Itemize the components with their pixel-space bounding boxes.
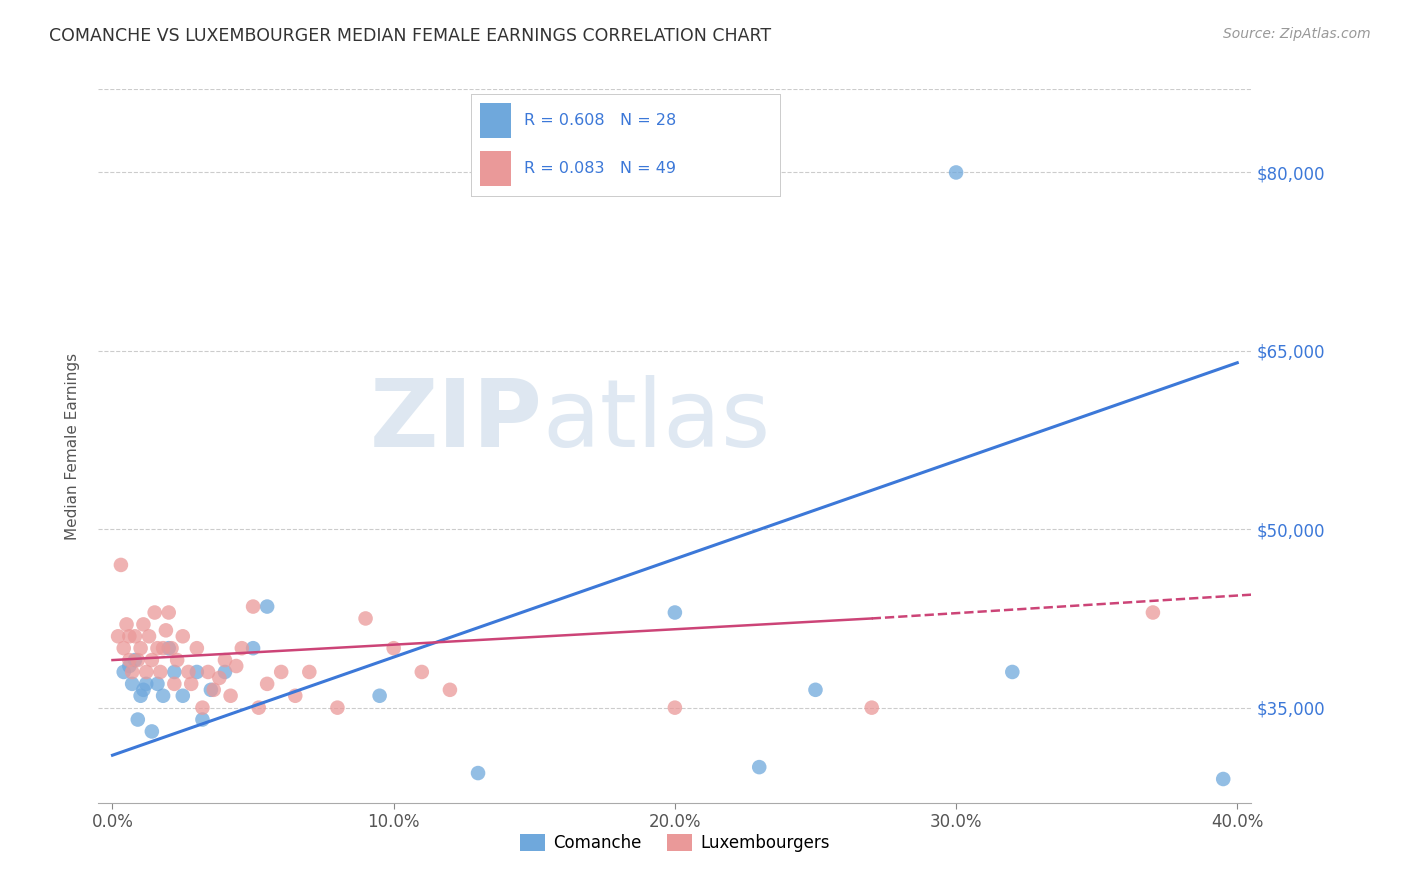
Point (1212, 772, 1234, 786)
Text: R = 0.083   N = 49: R = 0.083 N = 49 (523, 161, 676, 176)
Point (112, 641, 135, 656)
Point (382, 641, 405, 656)
Point (141, 653, 163, 667)
Point (1001, 665, 1024, 679)
Bar (481, 103, 512, 137)
Point (135, 677, 157, 691)
Point (256, 599, 278, 614)
Point (180, 677, 202, 691)
Point (664, 606, 686, 620)
Point (172, 629, 194, 643)
Text: ZIP: ZIP (370, 375, 543, 467)
Point (129, 641, 152, 656)
Point (121, 677, 143, 691)
Point (256, 677, 278, 691)
Point (143, 606, 166, 620)
Point (127, 653, 149, 667)
Point (225, 659, 247, 673)
Point (149, 665, 172, 679)
Point (214, 653, 236, 667)
Point (115, 617, 138, 632)
Point (157, 606, 180, 620)
Text: R = 0.608   N = 28: R = 0.608 N = 28 (523, 112, 676, 128)
Point (1142, 606, 1164, 620)
Point (439, 682, 461, 697)
Point (664, 700, 686, 714)
Text: COMANCHE VS LUXEMBOURGER MEDIAN FEMALE EARNINGS CORRELATION CHART: COMANCHE VS LUXEMBOURGER MEDIAN FEMALE E… (49, 27, 772, 45)
Point (146, 641, 169, 656)
Point (411, 665, 433, 679)
Point (110, 558, 132, 572)
Point (368, 689, 391, 703)
Point (163, 677, 186, 691)
Point (138, 629, 160, 643)
Point (163, 665, 186, 679)
Text: Source: ZipAtlas.com: Source: ZipAtlas.com (1223, 27, 1371, 41)
Point (247, 700, 270, 714)
Point (135, 665, 157, 679)
Point (200, 682, 222, 697)
Point (804, 682, 827, 697)
Point (152, 689, 174, 703)
Point (152, 641, 174, 656)
Point (160, 641, 183, 656)
Point (231, 641, 253, 656)
Point (127, 713, 149, 727)
Point (191, 713, 214, 727)
Point (202, 682, 225, 697)
Point (242, 641, 264, 656)
Point (172, 689, 194, 703)
Point (107, 629, 129, 643)
Point (284, 689, 307, 703)
Point (124, 653, 146, 667)
Point (191, 700, 214, 714)
Point (146, 677, 169, 691)
Point (860, 700, 883, 714)
Point (242, 599, 264, 614)
Point (197, 665, 219, 679)
Point (166, 653, 188, 667)
Point (270, 665, 292, 679)
Point (186, 665, 208, 679)
Point (141, 724, 163, 739)
Point (118, 653, 141, 667)
Point (326, 700, 349, 714)
Point (219, 689, 242, 703)
Point (748, 760, 770, 774)
Point (945, 165, 967, 179)
Text: atlas: atlas (543, 375, 770, 467)
Point (208, 671, 231, 685)
Y-axis label: Median Female Earnings: Median Female Earnings (65, 352, 80, 540)
Point (214, 665, 236, 679)
Point (467, 766, 489, 780)
Point (121, 665, 143, 679)
Point (155, 624, 177, 638)
Bar (481, 151, 512, 186)
Point (118, 659, 141, 673)
Point (132, 617, 155, 632)
Legend: Comanche, Luxembourgers: Comanche, Luxembourgers (513, 827, 837, 859)
Point (177, 665, 200, 679)
Point (112, 665, 135, 679)
Point (157, 641, 180, 656)
Point (124, 629, 146, 643)
Point (129, 689, 152, 703)
Point (298, 665, 321, 679)
Point (132, 682, 155, 697)
Point (186, 641, 208, 656)
Point (118, 629, 141, 643)
Point (354, 611, 377, 625)
